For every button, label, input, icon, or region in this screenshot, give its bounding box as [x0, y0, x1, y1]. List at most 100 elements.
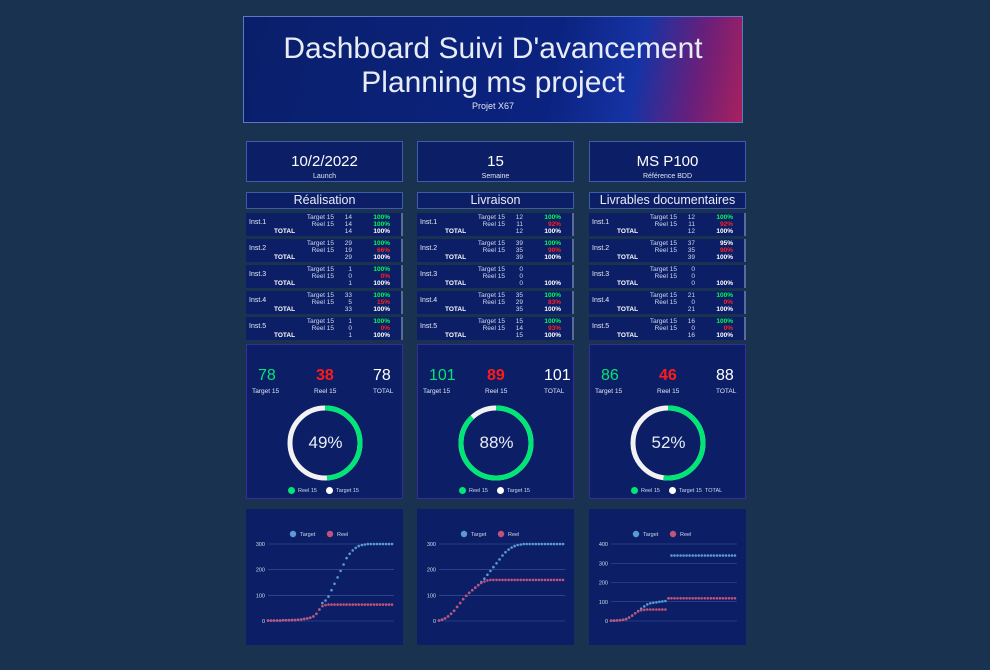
chart-point-target [495, 562, 498, 565]
chart-svg: Target Reel 0 100 200 300 400 [599, 530, 737, 625]
chart-point-target [357, 544, 360, 548]
chart-point-reel [455, 605, 459, 609]
chart-point-reel [296, 618, 300, 621]
target-percent: 100% [544, 240, 561, 247]
reel-row: Reel 15 14 100% [246, 221, 401, 228]
chart-svg: Target Reel 0 100 200 300 [427, 530, 565, 625]
gauge-percent: 49% [308, 433, 343, 452]
info-card: 10/2/2022 Launch [246, 141, 403, 182]
chart-point-reel [555, 578, 559, 582]
total-row: TOTAL 35 100% [417, 306, 572, 313]
chart-point-reel [336, 603, 339, 606]
chart-y-tick-label: 200 [427, 568, 436, 574]
target-row: Target 15 1 100% [246, 266, 401, 273]
chart-point-target [513, 544, 516, 548]
chart-point-reel [483, 580, 486, 583]
reel-percent: 0% [723, 299, 733, 306]
chart-y-tick-label: 0 [433, 619, 436, 625]
instance-name: Inst.5 [592, 323, 610, 330]
dashboard-header: Dashboard Suivi D'avancement Planning ms… [243, 16, 743, 123]
chart-point-reel [537, 578, 541, 582]
chart-point-reel [627, 616, 631, 619]
chart-point-target [709, 554, 713, 557]
reel-row: Reel 15 0 0% [589, 325, 744, 332]
gauge-panel: 101 Target 15 89 Reel 15 101 TOTAL 88% Reel 15 T… [417, 344, 574, 499]
chart-point-reel [688, 597, 691, 600]
total-row: TOTAL 33 100% [246, 306, 401, 313]
total-value: 0 [519, 280, 523, 287]
target-percent: 100% [373, 292, 390, 299]
chart-point-reel [549, 578, 553, 582]
info-card: 15 Semaine [417, 141, 574, 182]
chart-point-target [525, 542, 528, 546]
reel-value: 0 [691, 299, 695, 306]
chart-y-tick-label: 0 [605, 619, 608, 625]
chart-point-target [375, 542, 379, 546]
reel-row: Reel 15 19 66% [246, 247, 401, 254]
legend-reel-dot [631, 487, 638, 494]
target-value: 14 [344, 214, 352, 221]
reel-label: Reel 15 [311, 221, 334, 228]
legend-target-label: Target 15 [336, 488, 359, 494]
chart-point-reel [390, 603, 394, 606]
target-percent: 100% [716, 214, 733, 221]
reel-row: Reel 15 0 0% [246, 273, 401, 280]
chart-point-reel [552, 578, 556, 582]
reel-value: 11 [688, 221, 695, 228]
chart-point-target [504, 550, 507, 554]
chart-legend-marker [326, 530, 334, 538]
chart-point-target [700, 554, 703, 557]
chart-point-target [661, 600, 664, 603]
reel-value: 35 [515, 247, 523, 254]
chart-point-target [327, 595, 330, 598]
total-percent: 100% [544, 228, 561, 235]
chart-point-reel [467, 591, 471, 595]
chart-point-target [534, 542, 538, 546]
chart-point-target [492, 565, 495, 569]
chart-point-reel [342, 603, 345, 606]
chart-point-reel [546, 578, 550, 582]
total-percent: 100% [716, 306, 733, 313]
chart-point-reel [372, 603, 376, 606]
reel-label: Reel 15 [482, 273, 505, 280]
total-label: TOTAL [617, 228, 639, 235]
chart-legend-marker [289, 530, 297, 538]
chart-point-reel [615, 619, 619, 622]
total-percent: 100% [544, 306, 561, 313]
target-value: 0 [519, 266, 523, 273]
instance-name: Inst.4 [592, 297, 610, 304]
chart-point-reel [679, 597, 682, 600]
chart-point-target [498, 558, 501, 561]
target-label: Target 15 [306, 240, 334, 247]
reel-value: 19 [344, 247, 352, 254]
target-value: 16 [687, 318, 695, 325]
total-percent: 100% [373, 306, 390, 313]
chart-point-reel [618, 618, 622, 622]
total-value: 0 [691, 280, 695, 287]
chart-legend-marker [669, 530, 677, 538]
chart-point-reel [312, 615, 315, 618]
chart-point-reel [269, 619, 273, 622]
info-card: MS P100 Référence BDD [589, 141, 746, 182]
chart-point-target [712, 554, 716, 557]
chart-point-reel [721, 597, 725, 600]
legend-total-label: TOTAL [705, 488, 723, 494]
target-label: Target 15 [649, 292, 677, 299]
info-value: MS P100 [636, 153, 699, 170]
ring-progress [630, 405, 706, 481]
total-percent: 100% [373, 280, 390, 287]
kpi-total-value: 78 [373, 367, 391, 384]
reel-value: 0 [519, 273, 523, 280]
kpi-total-label: TOTAL [544, 388, 565, 395]
total-value: 29 [344, 254, 352, 261]
chart-point-reel [733, 597, 737, 600]
reel-label: Reel 15 [311, 325, 334, 332]
instance-row: Inst.3 Target 15 1 100% Reel 15 0 0% TOTAL 1 100% [246, 265, 403, 288]
info-value: 15 [487, 153, 504, 170]
total-value: 16 [687, 332, 695, 339]
reel-percent: 92% [547, 221, 561, 228]
section-title: Réalisation [246, 192, 403, 209]
chart-point-reel [727, 597, 731, 600]
target-value: 15 [515, 318, 523, 325]
target-percent: 100% [544, 292, 561, 299]
